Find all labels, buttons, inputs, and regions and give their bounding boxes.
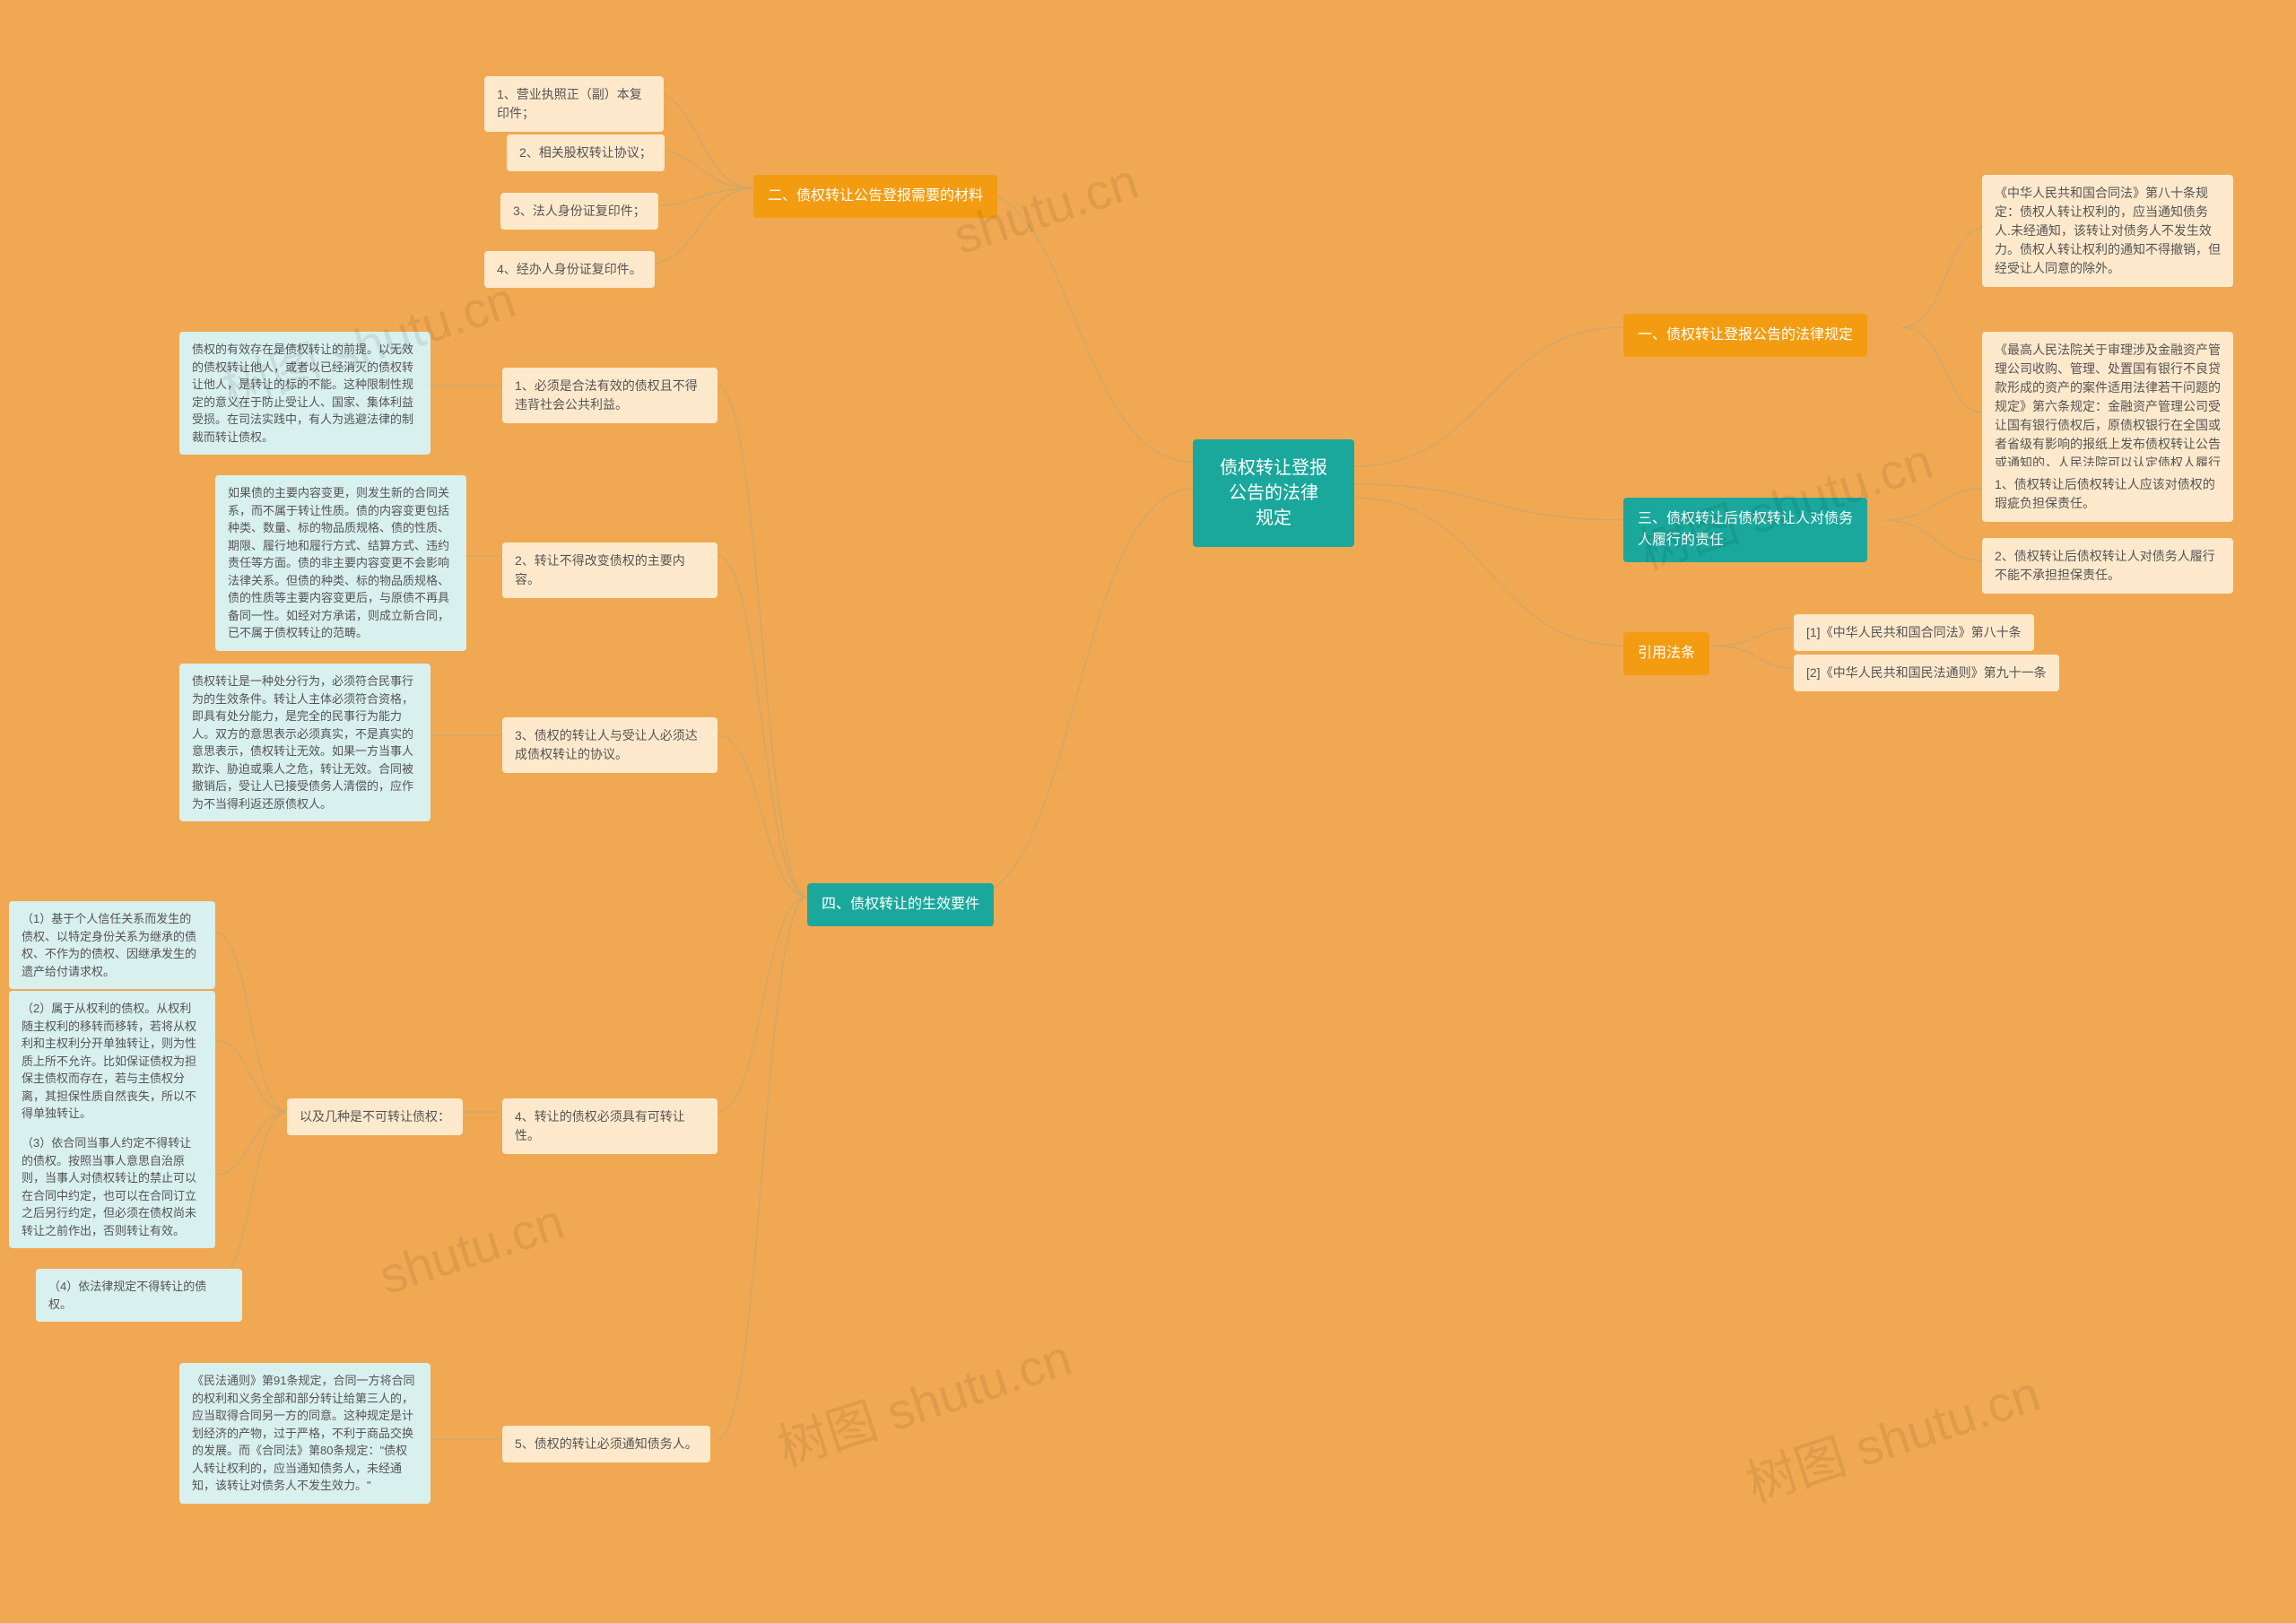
- section-4-header: 四、债权转让的生效要件: [807, 883, 994, 926]
- section-1-title: 一、债权转让登报公告的法律规定: [1638, 327, 1853, 343]
- s4-item-2: 2、转让不得改变债权的主要内容。: [502, 542, 718, 598]
- s4-item-4-sub-1: （1）基于个人信任关系而发生的债权、以特定身份关系为继承的债权、不作为的债权、因…: [9, 901, 215, 989]
- watermark: shutu.cn: [372, 1192, 570, 1306]
- refs-item-1-text: [1]《中华人民共和国合同法》第八十条: [1806, 625, 2022, 639]
- s4-item-5-detail-text: 《民法通则》第91条规定，合同一方将合同的权利和义务全部和部分转让给第三人的，应…: [192, 1374, 414, 1492]
- root-text: 债权转让登报公告的法律规定: [1220, 458, 1327, 528]
- s4-sub4-text: （4）依法律规定不得转让的债权。: [48, 1280, 206, 1311]
- refs-header: 引用法条: [1623, 632, 1709, 675]
- s4-item-4-label: 4、转让的债权必须具有可转让性。: [515, 1109, 685, 1142]
- s3-item-2: 2、债权转让后债权转让人对债务人履行不能不承担担保责任。: [1982, 538, 2233, 594]
- refs-item-2: [2]《中华人民共和国民法通则》第九十一条: [1794, 655, 2059, 691]
- s2-item-3-text: 3、法人身份证复印件；: [513, 204, 646, 218]
- refs-title: 引用法条: [1638, 646, 1695, 661]
- s4-item-3-label: 3、债权的转让人与受让人必须达成债权转让的协议。: [515, 728, 698, 761]
- s2-item-1-text: 1、营业执照正（副）本复印件；: [497, 87, 642, 120]
- section-2-header: 二、债权转让公告登报需要的材料: [753, 175, 997, 218]
- s4-item-1-detail: 债权的有效存在是债权转让的前提。以无效的债权转让他人，或者以已经消灭的债权转让他…: [179, 332, 430, 455]
- s2-item-1: 1、营业执照正（副）本复印件；: [484, 76, 664, 132]
- s4-item-1: 1、必须是合法有效的债权且不得违背社会公共利益。: [502, 368, 718, 423]
- s4-item-4-sub-4: （4）依法律规定不得转让的债权。: [36, 1269, 242, 1322]
- s4-item-5: 5、债权的转让必须通知债务人。: [502, 1426, 710, 1462]
- refs-item-1: [1]《中华人民共和国合同法》第八十条: [1794, 614, 2034, 651]
- s4-item-2-detail: 如果债的主要内容变更，则发生新的合同关系，而不属于转让性质。债的内容变更包括种类…: [215, 475, 466, 651]
- s4-item-4: 4、转让的债权必须具有可转让性。: [502, 1098, 718, 1154]
- s4-item-1-detail-text: 债权的有效存在是债权转让的前提。以无效的债权转让他人，或者以已经消灭的债权转让他…: [192, 343, 413, 444]
- refs-item-2-text: [2]《中华人民共和国民法通则》第九十一条: [1806, 665, 2047, 680]
- s2-item-3: 3、法人身份证复印件；: [500, 193, 658, 230]
- s4-item-3: 3、债权的转让人与受让人必须达成债权转让的协议。: [502, 717, 718, 773]
- s4-item-1-label: 1、必须是合法有效的债权且不得违背社会公共利益。: [515, 378, 698, 412]
- s4-item-2-detail-text: 如果债的主要内容变更，则发生新的合同关系，而不属于转让性质。债的内容变更包括种类…: [228, 486, 449, 639]
- section-3-title: 三、债权转让后债权转让人对债务人履行的责任: [1638, 511, 1853, 548]
- root-node: 债权转让登报公告的法律规定: [1193, 439, 1354, 547]
- section-2-title: 二、债权转让公告登报需要的材料: [768, 188, 983, 204]
- wm-3: shutu.cn: [372, 1193, 570, 1305]
- watermark: 树图 shutu.cn: [1736, 1354, 2048, 1517]
- s4-item-3-detail: 债权转让是一种处分行为，必须符合民事行为的生效条件。转让人主体必须符合资格，即具…: [179, 664, 430, 821]
- s4-item-4-sublabel: 以及几种是不可转让债权：: [287, 1098, 463, 1135]
- s3-item-1: 1、债权转让后债权转让人应该对债权的瑕疵负担保责任。: [1982, 466, 2233, 522]
- s2-item-4: 4、经办人身份证复印件。: [484, 251, 655, 288]
- s4-sub2-text: （2）属于从权利的债权。从权利随主权利的移转而移转，若将从权利和主权利分开单独转…: [22, 1002, 196, 1120]
- wm-5: 树图 shutu.cn: [1740, 1365, 2047, 1513]
- s4-item-4-sub-2: （2）属于从权利的债权。从权利随主权利的移转而移转，若将从权利和主权利分开单独转…: [9, 991, 215, 1132]
- s4-item-3-detail-text: 债权转让是一种处分行为，必须符合民事行为的生效条件。转让人主体必须符合资格，即具…: [192, 674, 413, 811]
- s3-item-2-text: 2、债权转让后债权转让人对债务人履行不能不承担担保责任。: [1995, 549, 2215, 582]
- s1-item-1-text: 《中华人民共和国合同法》第八十条规定：债权人转让权利的，应当通知债务人.未经通知…: [1995, 186, 2221, 275]
- watermark: 树图 shutu.cn: [768, 1318, 1080, 1481]
- section-4-title: 四、债权转让的生效要件: [822, 897, 979, 912]
- s3-item-1-text: 1、债权转让后债权转让人应该对债权的瑕疵负担保责任。: [1995, 477, 2215, 510]
- wm-4: 树图 shutu.cn: [771, 1329, 1078, 1477]
- section-1-header: 一、债权转让登报公告的法律规定: [1623, 314, 1867, 357]
- s4-item-2-label: 2、转让不得改变债权的主要内容。: [515, 553, 685, 586]
- s4-sub3-text: （3）依合同当事人约定不得转让的债权。按照当事人意思自治原则，当事人对债权转让的…: [22, 1136, 196, 1237]
- s2-item-4-text: 4、经办人身份证复印件。: [497, 262, 642, 276]
- s4-item-4-sublabel-text: 以及几种是不可转让债权：: [300, 1109, 450, 1124]
- s4-item-5-label: 5、债权的转让必须通知债务人。: [515, 1436, 698, 1451]
- section-3-header: 三、债权转让后债权转让人对债务人履行的责任: [1623, 498, 1867, 562]
- s4-item-4-sub-3: （3）依合同当事人约定不得转让的债权。按照当事人意思自治原则，当事人对债权转让的…: [9, 1125, 215, 1248]
- s1-item-1: 《中华人民共和国合同法》第八十条规定：债权人转让权利的，应当通知债务人.未经通知…: [1982, 175, 2233, 287]
- s2-item-2-text: 2、相关股权转让协议；: [519, 145, 652, 160]
- s2-item-2: 2、相关股权转让协议；: [507, 135, 665, 171]
- s4-item-5-detail: 《民法通则》第91条规定，合同一方将合同的权利和义务全部和部分转让给第三人的，应…: [179, 1363, 430, 1504]
- s4-sub1-text: （1）基于个人信任关系而发生的债权、以特定身份关系为继承的债权、不作为的债权、因…: [22, 912, 196, 978]
